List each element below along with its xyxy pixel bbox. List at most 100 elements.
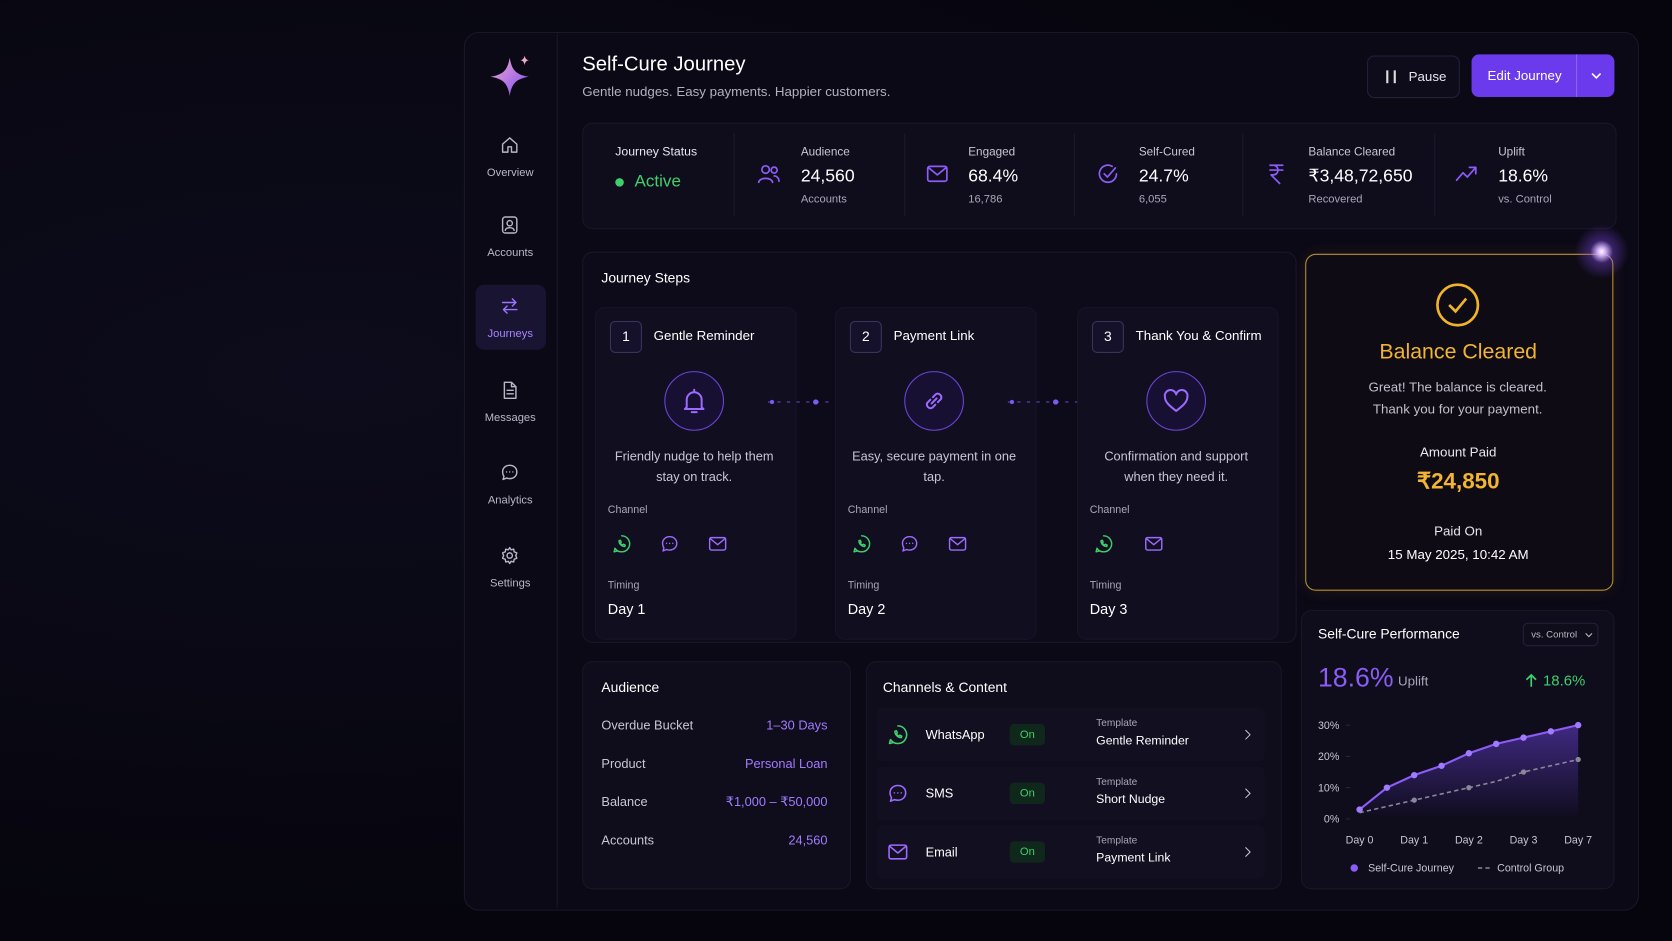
status-badge — [1009, 724, 1046, 746]
channel-name: WhatsApp — [925, 727, 985, 743]
status-label: Journey Status — [615, 146, 698, 159]
point — [1465, 750, 1473, 757]
stat-value: 18.6% — [1498, 166, 1549, 186]
point — [1574, 721, 1582, 729]
channel-icon — [611, 533, 632, 554]
status-text: On — [1019, 728, 1035, 742]
step-icon-circle — [1146, 371, 1207, 431]
nav-label[interactable]: Journeys — [487, 327, 533, 341]
channel-label: Channel — [607, 504, 648, 517]
stats-divider — [1073, 133, 1075, 217]
stat-value: ₹3,48,72,650 — [1308, 166, 1413, 186]
point — [1547, 728, 1555, 735]
step-description: Friendly nudge to help them stay on trac… — [614, 448, 774, 485]
stats-divider — [1242, 133, 1244, 217]
stat-sub: Recovered — [1308, 193, 1363, 206]
timing: Day 2 — [847, 601, 886, 618]
active-nav-bg — [475, 284, 546, 350]
nav-icon[interactable] — [499, 545, 520, 566]
edit-button[interactable]: Edit Journey — [1471, 54, 1615, 98]
chevron[interactable] — [1240, 845, 1255, 860]
balance-title: Balance Cleared — [1379, 340, 1538, 364]
x-tick-label: Day 7 — [1564, 834, 1592, 846]
pause-button[interactable]: Pause — [1367, 55, 1460, 99]
dropdown-icon[interactable] — [1590, 71, 1603, 80]
step-number-box — [1091, 320, 1124, 353]
filter-label: vs. Control — [1531, 629, 1578, 640]
step-number-box — [849, 320, 882, 353]
status-dot — [615, 178, 624, 187]
point — [1411, 771, 1418, 779]
nav-label[interactable]: Messages — [484, 411, 536, 425]
template-name: Short Nudge — [1096, 793, 1166, 807]
balance-card — [1305, 253, 1614, 591]
stat-value: 24.7% — [1138, 166, 1189, 186]
logo — [490, 55, 529, 96]
template-name: Gentle Reminder — [1096, 734, 1189, 748]
pause-icon — [1386, 70, 1396, 84]
timing-label: Timing — [607, 580, 640, 592]
nav-label[interactable]: Analytics — [487, 493, 533, 507]
point — [1492, 740, 1500, 748]
nav-icon[interactable] — [499, 134, 520, 155]
stats-divider — [1434, 133, 1436, 217]
stats-divider — [733, 133, 735, 217]
chevron[interactable] — [1240, 786, 1255, 801]
channel-icon — [947, 533, 968, 554]
page-subtitle: Gentle nudges. Easy payments. Happier cu… — [582, 84, 891, 100]
nav-icon[interactable] — [499, 295, 520, 316]
channel-icon — [851, 533, 872, 554]
stat-icon — [1095, 161, 1121, 187]
edit-label: Edit Journey — [1487, 68, 1562, 84]
step-card — [1076, 307, 1279, 640]
x-tick-label: Day 2 — [1455, 834, 1483, 846]
balance-check — [1436, 283, 1480, 327]
nav-label[interactable]: Settings — [489, 576, 531, 590]
status-text: On — [1019, 786, 1035, 800]
channel-row-icon — [886, 840, 909, 863]
legend-marker — [1350, 864, 1358, 872]
step-name: Gentle Reminder — [653, 328, 755, 344]
audience-key: Balance — [601, 794, 648, 810]
chevron[interactable] — [1240, 727, 1255, 742]
channel-label: Channel — [847, 504, 888, 517]
x-tick-label: Day 0 — [1346, 834, 1374, 846]
amount: ₹24,850 — [1416, 469, 1500, 494]
uplift-label: Uplift — [1397, 673, 1429, 689]
stat-sub: 6,055 — [1138, 193, 1167, 206]
template-label: Template — [1096, 776, 1138, 789]
nav-icon[interactable] — [499, 462, 520, 483]
stat-icon — [1264, 161, 1290, 187]
stat-icon — [1453, 161, 1479, 187]
stat-label: Self-Cured — [1138, 146, 1195, 159]
channel-icon — [1143, 533, 1164, 554]
point — [1575, 756, 1581, 763]
stat-icon — [925, 161, 951, 187]
step-number: 3 — [1104, 328, 1112, 345]
nav-label[interactable]: Accounts — [487, 246, 534, 260]
channel-name: Email — [925, 844, 958, 860]
area — [1359, 725, 1579, 819]
nav-icon[interactable] — [499, 380, 520, 401]
status-badge — [1009, 841, 1046, 863]
nav-icon[interactable] — [499, 214, 520, 235]
uplift-big: 18.6% — [1317, 663, 1394, 694]
status-text: On — [1019, 845, 1035, 859]
audience-value: ₹1,000 – ₹50,000 — [725, 794, 828, 810]
status-badge — [1009, 782, 1046, 805]
step-icon — [1161, 386, 1191, 416]
sidebar-divider — [556, 33, 558, 908]
channel-name: SMS — [925, 785, 954, 801]
nav-label[interactable]: Overview — [486, 166, 534, 180]
channel-icon — [1093, 533, 1114, 554]
stat-label: Engaged — [968, 146, 1016, 159]
stat-sub: vs. Control — [1498, 193, 1552, 206]
y-tick-label: 0% — [1324, 814, 1340, 826]
channel-label: Channel — [1089, 504, 1130, 517]
template-name: Payment Link — [1096, 851, 1171, 865]
filter-dropdown[interactable]: vs. Control — [1522, 622, 1599, 647]
audience-value: 24,560 — [788, 832, 828, 848]
stats-divider — [904, 133, 906, 217]
point — [1520, 769, 1527, 775]
